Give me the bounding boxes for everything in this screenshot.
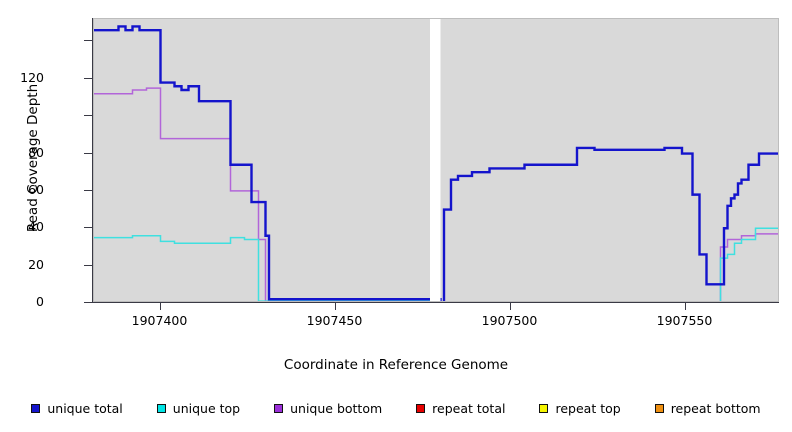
legend-item-repeat-total[interactable]: repeat total: [416, 401, 505, 416]
legend-label: unique total: [47, 400, 123, 416]
chart-legend: unique total unique top unique bottom repea…: [0, 398, 792, 418]
legend-label: repeat bottom: [670, 400, 761, 416]
series-line-unique-total: [94, 25, 778, 301]
y-tick-label: 80: [28, 144, 44, 160]
legend-swatch-icon: [274, 403, 284, 413]
legend-swatch-icon: [539, 403, 549, 413]
x-tick-label: 1907450: [306, 313, 363, 328]
x-tick: [159, 303, 161, 310]
x-tick: [509, 303, 511, 310]
y-axis-line: [92, 18, 93, 302]
y-tick-label: 60: [28, 181, 44, 197]
legend-label: repeat top: [555, 400, 621, 416]
plot-panel: [93, 18, 779, 302]
legend-item-unique-top[interactable]: unique top: [156, 400, 241, 416]
y-tick: [84, 115, 92, 117]
legend-label: repeat total: [432, 400, 506, 416]
legend-swatch-icon: [156, 403, 166, 413]
legend-swatch-icon: [416, 403, 426, 413]
y-tick-label: 20: [28, 256, 44, 272]
series-line-unique-bottom: [94, 87, 778, 301]
legend-label: unique top: [172, 400, 241, 416]
x-tick: [334, 303, 336, 310]
y-tick: [84, 77, 92, 79]
legend-item-repeat-top[interactable]: repeat top: [539, 400, 621, 416]
y-tick-label: 120: [20, 69, 44, 85]
y-tick: [84, 264, 92, 266]
y-tick-label: 40: [28, 219, 44, 235]
legend-item-repeat-bottom[interactable]: repeat bottom: [654, 400, 761, 416]
series-line-unique-top: [94, 227, 778, 301]
legend-item-unique-bottom[interactable]: unique bottom: [274, 401, 382, 416]
y-tick-label: 0: [36, 294, 44, 309]
x-tick-label: 1907500: [481, 313, 538, 328]
y-tick: [84, 302, 92, 303]
y-tick: [84, 227, 92, 229]
legend-label: unique bottom: [290, 400, 383, 416]
legend-swatch-icon: [31, 403, 41, 413]
y-tick: [84, 40, 92, 42]
y-tick: [84, 189, 92, 191]
y-tick: [84, 152, 92, 154]
x-axis-title: Coordinate in Reference Genome: [283, 357, 509, 373]
missing-data-gap: [430, 19, 441, 301]
x-axis-line: [84, 302, 779, 303]
x-tick-label: 1907550: [656, 313, 713, 328]
x-tick: [684, 303, 686, 310]
legend-swatch-icon: [654, 403, 664, 413]
plot-svg: [94, 19, 778, 301]
x-tick-label: 1907400: [131, 313, 188, 328]
legend-item-unique-total[interactable]: unique total: [31, 400, 123, 416]
